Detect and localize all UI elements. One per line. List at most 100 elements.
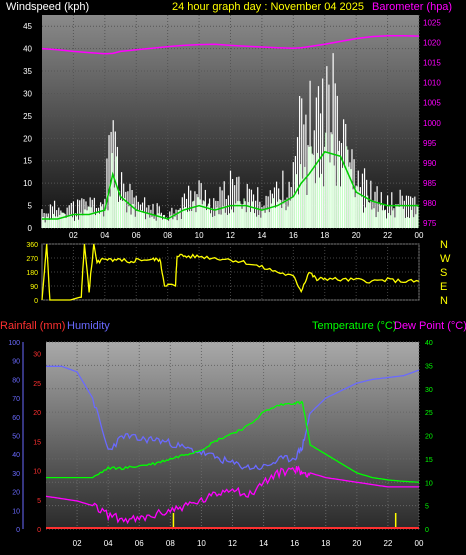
rainfall-tick-label: 0 <box>37 527 41 534</box>
wind-x-tick-label: 08 <box>163 231 172 240</box>
temperature-x-tick-label: 14 <box>259 539 268 548</box>
wind-tick-label: 0 <box>28 224 33 233</box>
barometer-axis-ticks: 975 980 985 990 995 1000 1005 1010 1015 1020 1025 <box>423 19 441 228</box>
humidity-axis-ticks: 0 10 20 30 40 50 60 70 80 90 100 <box>8 340 24 534</box>
barometer-line <box>41 34 420 55</box>
direction-tick-label: 180 <box>26 270 38 277</box>
humidity-line <box>46 365 420 471</box>
humidity-tick-label: 80 <box>12 377 20 384</box>
barometer-tick-label: 995 <box>423 139 437 148</box>
temperature-series <box>45 365 420 529</box>
humidity-label: Humidity <box>67 320 110 332</box>
wind-tick-label: 15 <box>23 157 32 166</box>
wind-x-tick-label: 06 <box>132 231 141 240</box>
wind-tick-label: 20 <box>23 134 32 143</box>
wind-axis-ticks: 0 5 10 15 20 25 30 35 40 45 <box>23 22 32 233</box>
temperature-tick-label: 0 <box>425 527 429 534</box>
humidity-tick-label: 30 <box>12 471 20 478</box>
direction-tick-label: 90 <box>30 284 38 291</box>
direction-grid <box>42 243 420 301</box>
temperature-x-tick-label: 20 <box>352 539 361 548</box>
temperature-x-ticks: 02 04 06 08 10 12 14 16 18 20 22 00 <box>73 539 424 548</box>
wind-tick-label: 5 <box>28 202 33 211</box>
temperature-tick-label: 20 <box>425 434 433 441</box>
compass-label: E <box>440 281 447 293</box>
barometer-tick-label: 985 <box>423 179 437 188</box>
temperature-tick-label: 25 <box>425 410 433 417</box>
temperature-x-tick-label: 08 <box>166 539 175 548</box>
wind-direction-line <box>41 243 420 301</box>
wind-x-tick-label: 16 <box>289 231 298 240</box>
wind-x-tick-label: 12 <box>226 231 235 240</box>
compass-label: S <box>440 267 447 279</box>
barometer-tick-label: 1015 <box>423 59 441 68</box>
direction-tick-label: 360 <box>26 242 38 249</box>
dewpoint-label: Dew Point (°C) <box>394 320 466 332</box>
rainfall-tick-label: 25 <box>33 381 41 388</box>
wind-x-tick-label: 20 <box>352 231 361 240</box>
barometer-tick-label: 1010 <box>423 79 441 88</box>
wind-series <box>41 34 420 228</box>
wind-tick-label: 45 <box>23 22 32 31</box>
humidity-tick-label: 100 <box>8 340 20 347</box>
temperature-x-tick-label: 22 <box>383 539 392 548</box>
rainfall-tick-label: 30 <box>33 352 41 359</box>
barometer-tick-label: 1025 <box>423 19 441 28</box>
barometer-tick-label: 1020 <box>423 39 441 48</box>
humidity-tick-label: 20 <box>12 490 20 497</box>
barometer-tick-label: 1005 <box>423 99 441 108</box>
wind-x-tick-label: 22 <box>383 231 392 240</box>
temperature-x-tick-label: 12 <box>228 539 237 548</box>
direction-tick-label: 0 <box>34 298 38 305</box>
temperature-x-tick-label: 10 <box>197 539 206 548</box>
compass-label: N <box>440 239 448 251</box>
barometer-tick-label: 975 <box>423 219 437 228</box>
wind-x-tick-label: 14 <box>257 231 266 240</box>
compass-label: N <box>440 295 448 307</box>
temperature-x-tick-label: 00 <box>415 539 424 548</box>
temperature-axis-ticks: 0 5 10 15 20 25 30 35 40 <box>425 340 433 534</box>
windspeed-label: Windspeed (kph) <box>6 1 89 13</box>
wind-x-tick-label: 04 <box>100 231 109 240</box>
humidity-tick-label: 40 <box>12 452 20 459</box>
humidity-tick-label: 10 <box>12 508 20 515</box>
humidity-tick-label: 60 <box>12 415 20 422</box>
humidity-tick-label: 70 <box>12 396 20 403</box>
temperature-tick-label: 30 <box>425 387 433 394</box>
humidity-tick-label: 90 <box>12 359 20 366</box>
wind-x-tick-label: 10 <box>195 231 204 240</box>
direction-series <box>41 243 420 301</box>
compass-label: W <box>440 253 451 265</box>
rainfall-tick-label: 20 <box>33 410 41 417</box>
barometer-label: Barometer (hpa) <box>372 1 452 13</box>
rainfall-tick-label: 15 <box>33 439 41 446</box>
wind-x-ticks: 02 04 06 08 10 12 14 16 18 20 22 00 <box>69 231 424 240</box>
temperature-tick-label: 10 <box>425 480 433 487</box>
direction-axis-ticks: 0 90 180 270 360 <box>26 242 38 305</box>
rainfall-tick-label: 5 <box>37 498 41 505</box>
wind-tick-label: 40 <box>23 45 32 54</box>
wind-trend-line <box>42 150 419 220</box>
wind-tick-label: 35 <box>23 67 32 76</box>
wind-tick-label: 10 <box>23 179 32 188</box>
direction-tick-label: 270 <box>26 256 38 263</box>
temperature-tick-label: 15 <box>425 457 433 464</box>
humidity-tick-label: 0 <box>16 527 20 534</box>
temperature-x-tick-label: 04 <box>104 539 113 548</box>
wind-tick-label: 30 <box>23 89 32 98</box>
barometer-tick-label: 1000 <box>423 119 441 128</box>
dewpoint-line <box>45 465 419 525</box>
temperature-tick-label: 40 <box>425 340 433 347</box>
temperature-x-tick-label: 18 <box>321 539 330 548</box>
humidity-tick-label: 50 <box>12 434 20 441</box>
barometer-tick-label: 980 <box>423 199 437 208</box>
wind-x-tick-label: 00 <box>415 231 424 240</box>
temperature-x-tick-label: 02 <box>73 539 82 548</box>
rainfall-tick-label: 10 <box>33 469 41 476</box>
wind-tick-label: 25 <box>23 112 32 121</box>
rainfall-label: Rainfall (mm) <box>0 320 65 332</box>
temperature-line <box>46 400 420 483</box>
wind-x-tick-label: 02 <box>69 231 78 240</box>
barometer-tick-label: 990 <box>423 159 437 168</box>
